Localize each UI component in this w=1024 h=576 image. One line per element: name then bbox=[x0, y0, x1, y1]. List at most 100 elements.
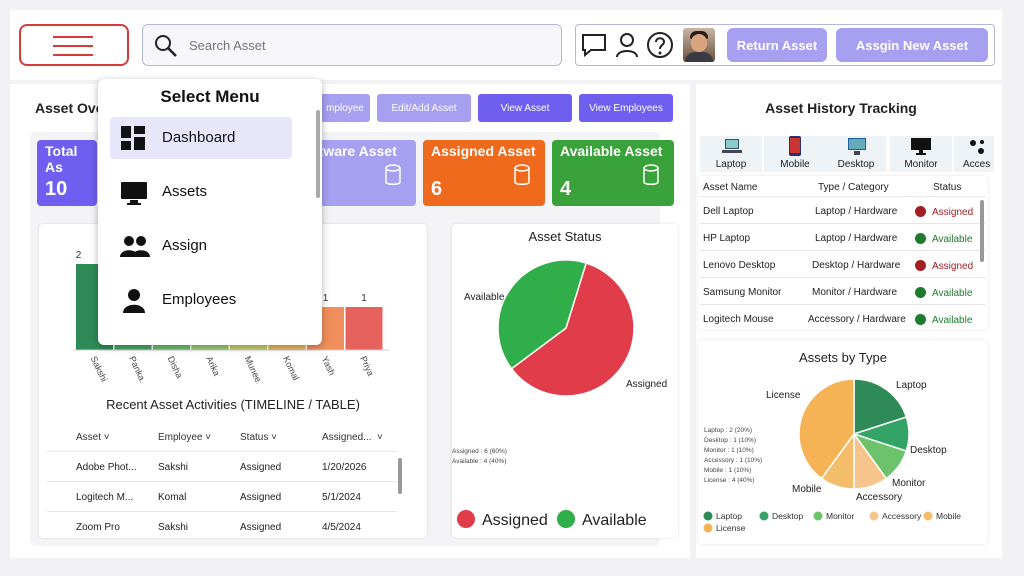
pie-detail-line: Desktop : 1 (10%) bbox=[704, 437, 756, 444]
tab-view-employees[interactable]: View Employees bbox=[579, 94, 673, 122]
cell-date: 1/20/2026 bbox=[322, 462, 367, 473]
user-icon[interactable] bbox=[614, 31, 640, 59]
cell-asset: Zoom Pro bbox=[76, 522, 120, 533]
history-row[interactable]: Lenovo Desktop Desktop / Hardware Assign… bbox=[700, 251, 986, 278]
bar-tick-label: Panka... bbox=[127, 355, 150, 384]
history-row[interactable]: HP Laptop Laptop / Hardware Available bbox=[700, 224, 986, 251]
monitor-icon bbox=[911, 138, 931, 155]
cell-asset-name: Logitech Mouse bbox=[703, 314, 774, 325]
category-monitor[interactable]: Monitor bbox=[890, 136, 952, 172]
legend-label: Monitor bbox=[826, 511, 855, 521]
stat-software-assets[interactable]: ftware Asset bbox=[310, 140, 416, 206]
category-accessory[interactable]: Acces bbox=[954, 136, 994, 172]
history-table: Asset Name Type / Category Status Dell L… bbox=[700, 177, 986, 332]
stat-value: 10 bbox=[45, 178, 68, 200]
legend-swatch bbox=[813, 511, 823, 521]
menu-item-dashboard[interactable]: Dashboard bbox=[110, 117, 292, 159]
category-mobile[interactable]: Mobile bbox=[764, 136, 826, 172]
stat-total-assets[interactable]: Total As 10 bbox=[37, 140, 97, 206]
bar-tick-label: Munee... bbox=[243, 355, 267, 384]
search-input[interactable] bbox=[189, 35, 549, 55]
assets-by-type-title: Assets by Type bbox=[799, 350, 887, 365]
right-edge-strip bbox=[1004, 84, 1024, 558]
menu-item-assign[interactable]: Assign bbox=[110, 225, 292, 267]
cell-status: Available bbox=[915, 233, 972, 245]
cell-status: Assigned bbox=[240, 492, 282, 503]
history-scrollbar[interactable] bbox=[980, 200, 984, 262]
legend-swatch bbox=[759, 511, 769, 521]
asset-status-title: Asset Status bbox=[528, 229, 602, 244]
col-status-header[interactable]: Status ˅ bbox=[240, 432, 277, 443]
col-type-header[interactable]: Type / Category bbox=[818, 182, 889, 193]
col-employee-header[interactable]: Employee ˅ bbox=[158, 432, 212, 443]
cell-status: Assigned bbox=[240, 462, 282, 473]
cell-employee: Sakshi bbox=[158, 522, 189, 533]
legend-label: Laptop bbox=[716, 511, 742, 521]
legend-swatch bbox=[703, 523, 713, 533]
hamburger-line bbox=[53, 54, 93, 56]
assets-by-type-panel: Assets by Type Laptop Desktop Monitor Acces… bbox=[698, 340, 988, 544]
legend-label: Mobile bbox=[936, 511, 961, 521]
cell-type: Desktop / Hardware bbox=[812, 260, 901, 271]
pie-detail-line: Monitor : 1 (10%) bbox=[704, 447, 754, 454]
status-dot bbox=[915, 206, 926, 217]
cell-asset: Adobe Phot... bbox=[76, 462, 137, 473]
bar-tick-label: Arika bbox=[204, 355, 222, 378]
group-icon bbox=[120, 236, 150, 257]
pie-label: Mobile bbox=[792, 484, 822, 495]
stat-label: Total As bbox=[45, 143, 78, 175]
tab-employee[interactable]: mployee bbox=[320, 94, 370, 122]
pie-label: Available bbox=[464, 292, 505, 303]
monitor-icon bbox=[121, 182, 147, 205]
menu-scrollbar[interactable] bbox=[316, 110, 320, 198]
avatar[interactable] bbox=[683, 28, 715, 62]
cell-asset-name: Dell Laptop bbox=[703, 206, 754, 217]
history-row[interactable]: Dell Laptop Laptop / Hardware Assigned bbox=[700, 197, 986, 224]
pie-slice bbox=[497, 259, 588, 370]
search-icon[interactable] bbox=[153, 33, 179, 59]
tab-edit-add-asset[interactable]: Edit/Add Asset bbox=[377, 94, 471, 122]
menu-item-assets[interactable]: Assets bbox=[110, 171, 292, 213]
table-row[interactable]: Logitech M... Komal Assigned 5/1/2024 bbox=[47, 482, 397, 512]
assign-new-asset-button[interactable]: Assgin New Asset bbox=[836, 28, 988, 62]
stat-available-assets[interactable]: Available Asset 4 bbox=[552, 140, 674, 206]
cell-status: Assigned bbox=[915, 260, 973, 272]
timeline-title: Recent Asset Activities (TIMELINE / TABL… bbox=[106, 397, 360, 412]
database-icon bbox=[643, 164, 659, 185]
legend-label: Assigned bbox=[482, 512, 548, 529]
table-scrollbar[interactable] bbox=[398, 458, 402, 494]
category-laptop[interactable]: Laptop bbox=[700, 136, 762, 172]
menu-item-employees[interactable]: Employees bbox=[110, 279, 292, 321]
cell-status: Assigned bbox=[915, 206, 973, 218]
pie-label: Desktop bbox=[910, 445, 947, 456]
chat-icon[interactable] bbox=[580, 31, 608, 59]
history-row[interactable]: Logitech Mouse Accessory / Hardware Avai… bbox=[700, 305, 986, 332]
help-icon[interactable] bbox=[646, 31, 674, 59]
legend-swatch bbox=[923, 511, 933, 521]
table-row[interactable]: Zoom Pro Sakshi Assigned 4/5/2024 bbox=[47, 512, 397, 534]
legend-swatch bbox=[869, 511, 879, 521]
page-title: Asset Ove bbox=[35, 100, 104, 116]
hamburger-menu-button[interactable] bbox=[19, 24, 129, 66]
col-asset-header[interactable]: Asset ˅ bbox=[76, 432, 110, 443]
bar-data-label: 1 bbox=[323, 293, 329, 304]
pie-detail-line: Available : 4 (40%) bbox=[452, 458, 506, 465]
table-row[interactable]: Adobe Phot... Sakshi Assigned 1/20/2026 bbox=[47, 452, 397, 482]
history-row[interactable]: Samsung Monitor Monitor / Hardware Avail… bbox=[700, 278, 986, 305]
cell-asset: Logitech M... bbox=[76, 492, 134, 503]
return-asset-button[interactable]: Return Asset bbox=[727, 28, 827, 62]
category-label: Laptop bbox=[715, 159, 747, 170]
col-asset-name-header[interactable]: Asset Name bbox=[703, 182, 758, 193]
asset-status-panel: Asset Status Assigned Available Assigned :… bbox=[452, 224, 678, 538]
cell-status: Available bbox=[915, 287, 972, 299]
stat-assigned-assets[interactable]: Assigned Asset 6 bbox=[423, 140, 545, 206]
assets-by-type-pie: LaptopDesktopMonitorAccessoryMobileLicen… bbox=[703, 378, 961, 533]
database-icon bbox=[514, 164, 530, 185]
col-status-header[interactable]: Status bbox=[933, 182, 962, 193]
asset-history-panel: Asset History Tracking Laptop Mobile Des… bbox=[696, 84, 1002, 558]
category-desktop[interactable]: Desktop bbox=[826, 136, 886, 172]
table-header: Asset ˅ Employee ˅ Status ˅ Assigned... … bbox=[47, 422, 397, 452]
col-assigned-header[interactable]: Assigned... ˅ bbox=[322, 432, 383, 443]
tab-view-asset[interactable]: View Asset bbox=[478, 94, 572, 122]
stat-label: Available Asset bbox=[560, 143, 663, 159]
